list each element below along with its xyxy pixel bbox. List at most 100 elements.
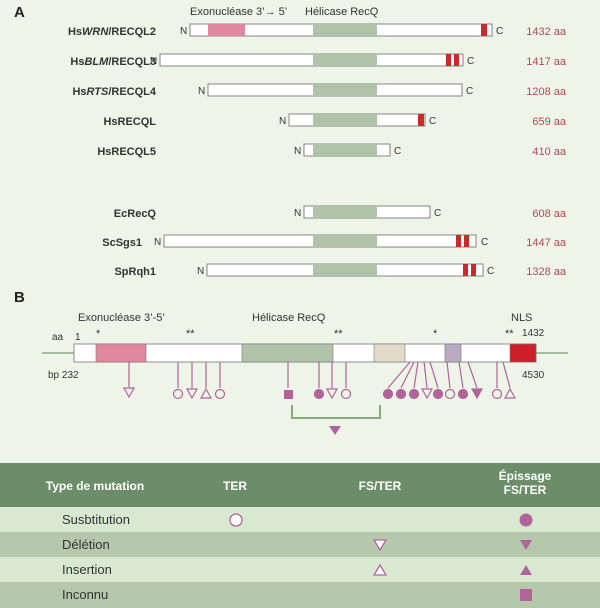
open-triangle-down-icon <box>372 539 388 552</box>
protein-row-recql5: HsRECQL5 N C 410 aa <box>97 143 567 158</box>
open-circle-icon <box>229 513 243 527</box>
table-header: Type de mutation TER FS/TER Épissage FS/… <box>0 463 600 507</box>
deletion-splice-marker <box>470 388 484 400</box>
recq-diagram: A Exonucléase 3’→ 5’ Hélicase RecQ HsWRN… <box>14 4 568 435</box>
c-terminus: C <box>429 116 436 127</box>
substitution-ter-marker <box>172 388 184 400</box>
aa-start: 1 <box>75 332 81 343</box>
protein-row-blm: HsBLM/RECQL3 N C 1417 aa <box>70 53 567 68</box>
protein-length: 1417 aa <box>526 56 567 68</box>
protein-length: 1432 aa <box>526 26 567 38</box>
n-terminus: N <box>180 26 187 37</box>
protein-length: 608 aa <box>532 208 567 220</box>
deletion-ter-marker <box>420 388 434 400</box>
substitution-splice-marker <box>395 388 407 400</box>
table-row: Insertion <box>0 557 600 582</box>
c-terminus: C <box>487 266 494 277</box>
panel-b-nls-title: NLS <box>511 312 532 324</box>
substitution-splice-marker <box>313 388 325 400</box>
aa-end: 1432 <box>522 328 545 339</box>
panel-b-helicase-title: Hélicase RecQ <box>252 312 326 324</box>
aa-axis-label: aa <box>52 332 64 343</box>
panel-a-helicase-title: Hélicase RecQ <box>305 6 379 18</box>
protein-length: 1328 aa <box>526 266 567 278</box>
mutation-markers <box>122 361 517 400</box>
star-1: * <box>96 328 101 340</box>
insertion-ter-marker <box>199 387 213 399</box>
mutation-type-table: Type de mutation TER FS/TER Épissage FS/… <box>0 463 600 608</box>
n-terminus: N <box>294 146 301 157</box>
protein-length: 1208 aa <box>526 86 567 98</box>
protein-length: 1447 aa <box>526 237 567 249</box>
protein-row-recql: HsRECQL N C 659 aa <box>103 113 567 128</box>
protein-name: HsWRN/RECQL2 <box>68 26 156 38</box>
deletion-ter-marker <box>185 388 199 400</box>
deletion-ter-marker <box>325 388 339 400</box>
protein-length: 659 aa <box>532 116 567 128</box>
c-terminus: C <box>496 26 503 37</box>
c-terminus: C <box>467 56 474 67</box>
protein-name: HsRECQL5 <box>97 146 156 158</box>
protein-name: HsRTS/RECQL4 <box>72 86 156 98</box>
row-label: Insertion <box>62 562 112 577</box>
substitution-ter-marker <box>491 388 503 400</box>
filled-triangle-up-icon <box>520 565 532 575</box>
protein-row-sprqh1: SpRqh1 N C 1328 aa <box>114 263 567 278</box>
wrn-gene-map <box>73 343 537 363</box>
substitution-splice-marker <box>382 388 394 400</box>
n-terminus: N <box>197 266 204 277</box>
substitution-splice-marker <box>457 388 469 400</box>
substitution-ter-marker <box>444 388 456 400</box>
filled-circle-icon <box>519 513 533 527</box>
filled-triangle-down-icon <box>520 540 532 550</box>
star-4: * <box>433 328 438 340</box>
substitution-splice-marker <box>432 388 444 400</box>
panel-b-exo-title: Exonucléase 3’-5’ <box>78 312 165 324</box>
n-terminus: N <box>294 208 301 219</box>
header-ter: TER <box>223 479 247 493</box>
protein-row-scsgs1: ScSgs1 N C 1447 aa <box>102 234 567 249</box>
star-2: ** <box>186 328 195 340</box>
protein-row-wrn: HsWRN/RECQL2 N C 1432 aa <box>68 23 567 38</box>
unknown-splice-marker <box>284 390 293 399</box>
protein-name: ScSgs1 <box>102 237 142 249</box>
deletion-range-bracket <box>291 405 381 435</box>
row-label: Délétion <box>62 537 110 552</box>
row-label: Inconnu <box>62 587 109 602</box>
protein-name: SpRqh1 <box>114 266 156 278</box>
insertion-ter-marker <box>503 387 517 399</box>
c-terminus: C <box>466 86 473 97</box>
protein-length: 410 aa <box>532 146 567 158</box>
header-fs-ter: FS/TER <box>358 479 402 493</box>
substitution-ter-marker <box>340 388 352 400</box>
panel-a-label: A <box>14 4 25 21</box>
header-mutation-type: Type de mutation <box>45 479 145 493</box>
n-terminus: N <box>150 56 157 67</box>
bp-end: 4530 <box>522 370 545 381</box>
panel-a-exo-title: Exonucléase 3’→ 5’ <box>190 6 287 18</box>
substitution-splice-marker <box>408 388 420 400</box>
protein-name: EcRecQ <box>114 208 157 220</box>
protein-row-ecrecq: EcRecQ N C 608 aa <box>114 205 567 220</box>
bp-start: bp 232 <box>48 370 79 381</box>
table-row: Susbtitution <box>0 507 600 532</box>
header-splice-fs-ter: Épissage FS/TER <box>498 469 552 497</box>
n-terminus: N <box>198 86 205 97</box>
substitution-ter-marker <box>214 388 226 400</box>
star-5: ** <box>505 328 514 340</box>
c-terminus: C <box>434 208 441 219</box>
n-terminus: N <box>279 116 286 127</box>
protein-name: HsBLM/RECQL3 <box>70 56 156 68</box>
row-label: Susbtitution <box>62 512 130 527</box>
panel-b-label: B <box>14 289 25 306</box>
n-terminus: N <box>154 237 161 248</box>
table-row: Délétion <box>0 532 600 557</box>
protein-row-rts: HsRTS/RECQL4 N C 1208 aa <box>72 83 567 98</box>
protein-name: HsRECQL <box>103 116 156 128</box>
filled-square-icon <box>520 589 532 601</box>
star-3: ** <box>334 328 343 340</box>
c-terminus: C <box>481 237 488 248</box>
c-terminus: C <box>394 146 401 157</box>
deletion-ter-marker <box>122 387 136 399</box>
